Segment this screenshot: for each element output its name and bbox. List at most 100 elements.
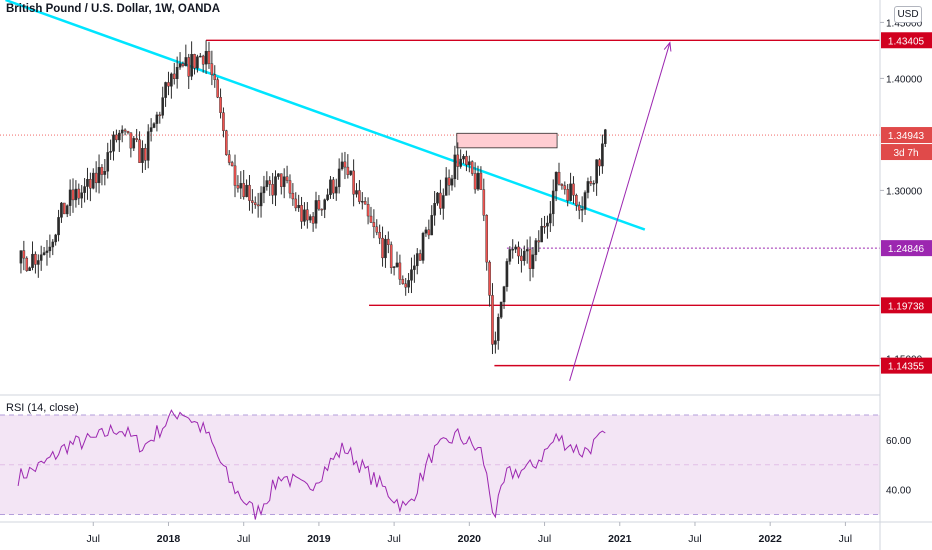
candle-down <box>115 134 118 141</box>
candle-up <box>433 203 436 216</box>
drawings-layer[interactable] <box>0 0 880 381</box>
candle <box>337 158 341 194</box>
candle <box>540 217 543 243</box>
candle-up <box>262 186 266 194</box>
candle-down <box>447 177 451 186</box>
candle <box>242 169 245 200</box>
candle-up <box>499 301 503 318</box>
candle <box>358 180 361 205</box>
candle-down <box>473 173 477 190</box>
candle <box>31 241 34 271</box>
candle <box>68 179 72 216</box>
candle-down <box>34 253 37 265</box>
candle-up <box>308 216 312 221</box>
candle <box>19 250 23 274</box>
price-label: 1.24846 <box>888 244 925 255</box>
candle-down <box>279 173 283 187</box>
candle-down <box>135 138 138 140</box>
candle-up <box>31 253 34 268</box>
candle-up <box>505 261 509 287</box>
candle <box>572 176 575 204</box>
x-tick-label: Jul <box>237 533 250 545</box>
x-tick-label: 2021 <box>608 533 632 545</box>
x-tick-label: 2019 <box>307 533 331 545</box>
candle-down <box>598 159 601 167</box>
candle-up <box>450 178 454 186</box>
candle <box>511 239 515 259</box>
candle <box>601 134 604 174</box>
candle <box>514 244 517 253</box>
candle-down <box>563 185 567 190</box>
candle <box>129 132 133 158</box>
candle <box>546 215 549 239</box>
candle-up <box>546 222 549 227</box>
candle-up <box>132 138 136 149</box>
candle-up <box>106 152 110 172</box>
candle <box>198 52 202 58</box>
candle <box>462 154 465 164</box>
trendline <box>5 0 646 231</box>
candle <box>94 161 98 193</box>
candle-up <box>549 213 552 224</box>
candle-up <box>83 186 86 193</box>
candle <box>320 208 324 216</box>
rsi-pane <box>0 409 880 520</box>
candle <box>534 238 538 262</box>
candle-up <box>392 266 396 268</box>
candle-down <box>572 183 575 196</box>
candle <box>22 240 26 271</box>
candle-down <box>317 200 321 210</box>
candle-up <box>355 190 358 195</box>
candle-down <box>389 244 393 268</box>
candle <box>323 198 326 219</box>
candle <box>537 230 541 253</box>
candle-up <box>161 97 164 116</box>
candle-down <box>216 79 219 98</box>
candle-up <box>51 241 55 248</box>
candle <box>282 168 286 199</box>
candle <box>311 212 315 232</box>
candle <box>103 158 107 186</box>
candle <box>274 170 277 206</box>
candle-down <box>294 198 298 209</box>
candle <box>525 239 529 264</box>
candle <box>560 183 564 190</box>
candle <box>418 249 422 261</box>
currency-button[interactable]: USD <box>894 6 922 23</box>
candle-up <box>141 148 144 163</box>
rsi-tick-label: 40.00 <box>886 486 911 497</box>
candle <box>297 194 300 212</box>
candle <box>187 53 191 89</box>
candle <box>505 258 509 292</box>
candle-down <box>427 229 431 236</box>
candle <box>369 206 373 224</box>
candle-down <box>158 114 162 117</box>
candle-up <box>277 173 280 177</box>
candle <box>144 143 147 170</box>
candle-down <box>126 130 130 133</box>
candle <box>262 175 266 204</box>
candle-down <box>589 181 593 184</box>
candle <box>447 169 451 196</box>
candle-down <box>291 192 295 200</box>
candle <box>91 168 95 190</box>
candle-up <box>120 129 124 134</box>
candle-down <box>222 112 225 131</box>
candle-up <box>384 238 387 259</box>
candle <box>303 202 306 226</box>
candle-down <box>575 195 578 206</box>
candle <box>60 201 63 223</box>
candle-down <box>381 237 384 259</box>
price-label-bg <box>881 127 932 144</box>
candle <box>520 248 523 273</box>
candle-up <box>60 202 63 218</box>
candle-down <box>528 249 532 269</box>
candle <box>193 53 196 75</box>
candle-up <box>453 154 457 180</box>
candle-up <box>19 250 23 264</box>
candle-down <box>352 170 355 195</box>
candle <box>34 251 37 274</box>
candle-up <box>39 254 43 261</box>
candle <box>355 183 358 198</box>
